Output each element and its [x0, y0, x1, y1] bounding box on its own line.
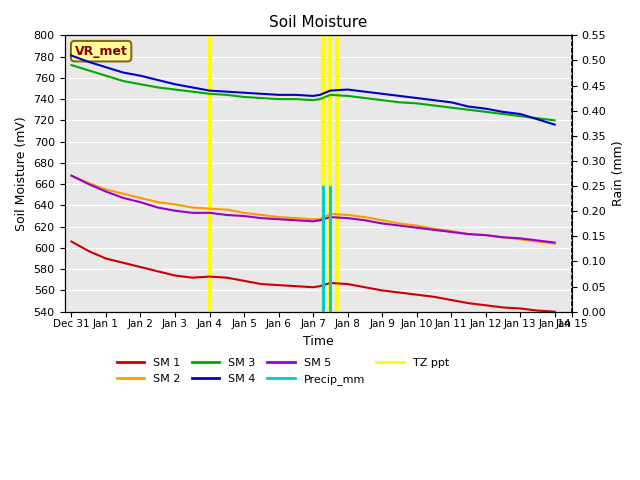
Title: Soil Moisture: Soil Moisture — [269, 15, 367, 30]
X-axis label: Time: Time — [303, 335, 333, 348]
Bar — [329, 186, 332, 312]
Legend: SM 1, SM 2, SM 3, SM 4, SM 5, Precip_mm, TZ ppt: SM 1, SM 2, SM 3, SM 4, SM 5, Precip_mm,… — [112, 354, 453, 389]
Y-axis label: Rain (mm): Rain (mm) — [612, 141, 625, 206]
Text: VR_met: VR_met — [75, 45, 127, 58]
Bar — [322, 186, 324, 312]
Y-axis label: Soil Moisture (mV): Soil Moisture (mV) — [15, 116, 28, 231]
